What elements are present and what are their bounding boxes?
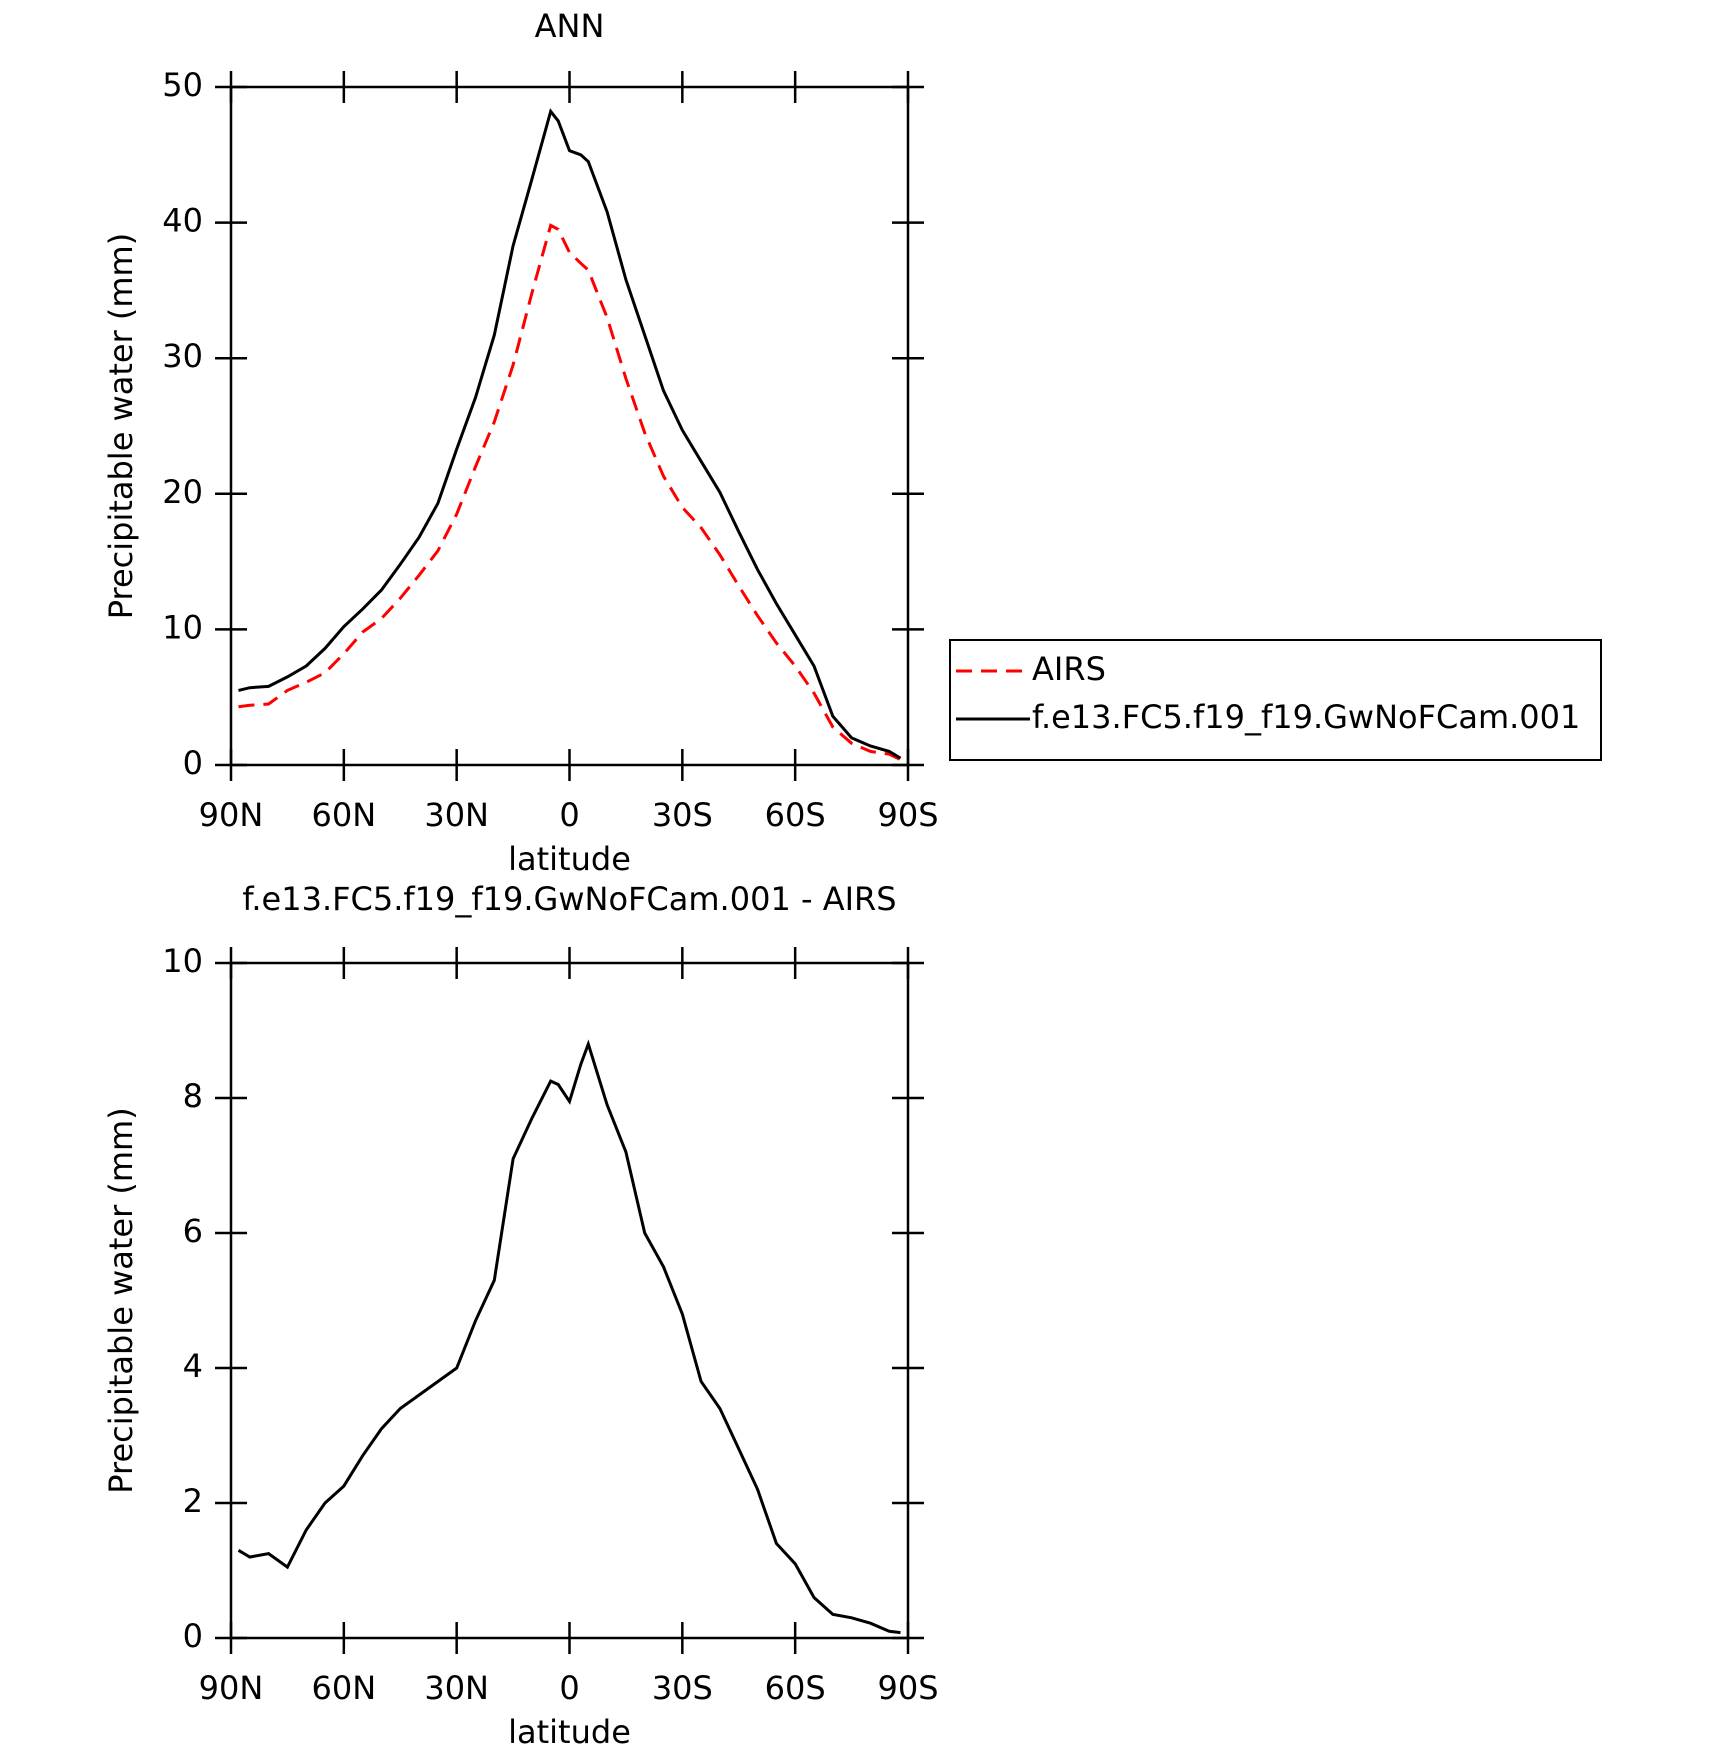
x-axis-label: latitude xyxy=(508,840,631,878)
legend-box xyxy=(949,639,1602,761)
legend-label: f.e13.FC5.f19_f19.GwNoFCam.001 xyxy=(1032,698,1580,736)
chart-title: f.e13.FC5.f19_f19.GwNoFCam.001 - AIRS xyxy=(242,880,896,918)
data-line xyxy=(238,223,902,761)
chart-title: ANN xyxy=(535,7,605,45)
x-tick-label: 60N xyxy=(312,1669,377,1707)
y-tick-label: 30 xyxy=(162,337,203,375)
y-tick-label: 2 xyxy=(183,1482,203,1520)
x-tick-label: 30S xyxy=(652,796,713,834)
x-tick-label: 60S xyxy=(765,1669,826,1707)
data-line xyxy=(238,108,902,760)
y-tick-label: 20 xyxy=(162,473,203,511)
y-tick-label: 10 xyxy=(162,608,203,646)
y-tick-label: 4 xyxy=(183,1347,203,1385)
plot-frame xyxy=(229,961,910,1640)
y-tick-label: 10 xyxy=(162,942,203,980)
x-tick-label: 90S xyxy=(877,1669,938,1707)
x-tick-label: 30S xyxy=(652,1669,713,1707)
x-tick-label: 30N xyxy=(424,796,489,834)
x-tick-label: 90S xyxy=(877,796,938,834)
x-tick-label: 60S xyxy=(765,796,826,834)
y-tick-label: 6 xyxy=(183,1212,203,1250)
x-tick-label: 90N xyxy=(199,796,264,834)
y-tick-label: 0 xyxy=(183,744,203,782)
y-tick-label: 8 xyxy=(183,1077,203,1115)
x-tick-label: 90N xyxy=(199,1669,264,1707)
y-tick-label: 50 xyxy=(162,66,203,104)
x-axis-label: latitude xyxy=(508,1713,631,1751)
y-axis-label: Precipitable water (mm) xyxy=(102,1107,140,1493)
y-tick-label: 40 xyxy=(162,202,203,240)
y-tick-label: 0 xyxy=(183,1617,203,1655)
x-tick-label: 0 xyxy=(559,1669,579,1707)
x-tick-label: 0 xyxy=(559,796,579,834)
legend-label: AIRS xyxy=(1032,650,1106,688)
y-axis-label: Precipitable water (mm) xyxy=(102,233,140,619)
x-tick-label: 60N xyxy=(312,796,377,834)
x-tick-label: 30N xyxy=(424,1669,489,1707)
data-line xyxy=(237,1039,901,1635)
